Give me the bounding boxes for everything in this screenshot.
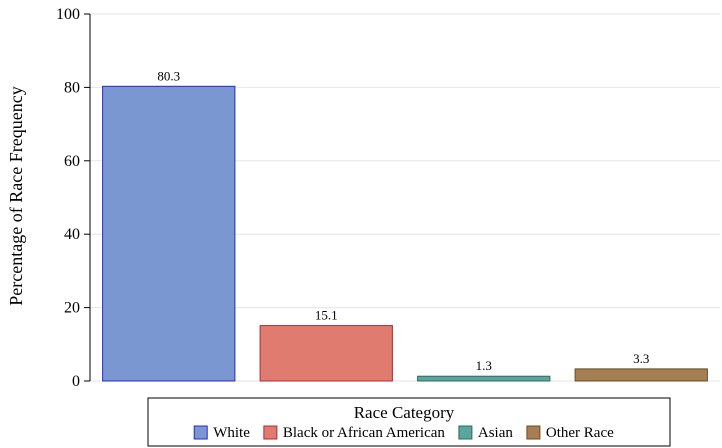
legend-title: Race Category	[354, 403, 455, 422]
legend-swatch	[193, 425, 208, 440]
bar-white	[102, 85, 236, 382]
legend: Race Category White Black or African Amer…	[147, 397, 671, 447]
legend-label: Black or African American	[283, 425, 446, 441]
data-label: 1.3	[476, 358, 492, 373]
data-label: 3.3	[633, 351, 649, 366]
legend-items: White Black or African American Asian Other…	[193, 425, 614, 441]
legend-item: Asian	[458, 425, 513, 441]
data-labels: 80.3 15.1 1.3 3.3	[157, 68, 649, 373]
data-label: 80.3	[157, 68, 180, 83]
legend-box	[147, 397, 671, 447]
y-tick-label: 60	[64, 153, 80, 170]
bar-asian	[417, 375, 551, 382]
bar-other-race	[574, 368, 708, 382]
y-tick-label: 20	[64, 300, 80, 317]
legend-label: Other Race	[546, 425, 614, 441]
y-axis-title: Percentage of Race Frequency	[6, 86, 26, 305]
bar-black-or-african-american	[259, 325, 393, 382]
y-tick-label: 0	[72, 373, 80, 390]
legend-swatch	[263, 425, 278, 440]
legend-label: White	[213, 425, 250, 441]
legend-swatch	[526, 425, 541, 440]
y-tick-label: 40	[64, 226, 80, 243]
legend-label: Asian	[478, 425, 513, 441]
legend-item: Black or African American	[263, 425, 446, 441]
legend-item: Other Race	[526, 425, 614, 441]
y-tick-label: 80	[64, 79, 80, 96]
y-axis: 0 20 40 60 80 100	[56, 6, 91, 390]
data-label: 15.1	[315, 308, 338, 323]
bars	[102, 85, 708, 382]
legend-item: White	[193, 425, 250, 441]
legend-swatch	[458, 425, 473, 440]
y-tick-label: 100	[56, 6, 80, 23]
